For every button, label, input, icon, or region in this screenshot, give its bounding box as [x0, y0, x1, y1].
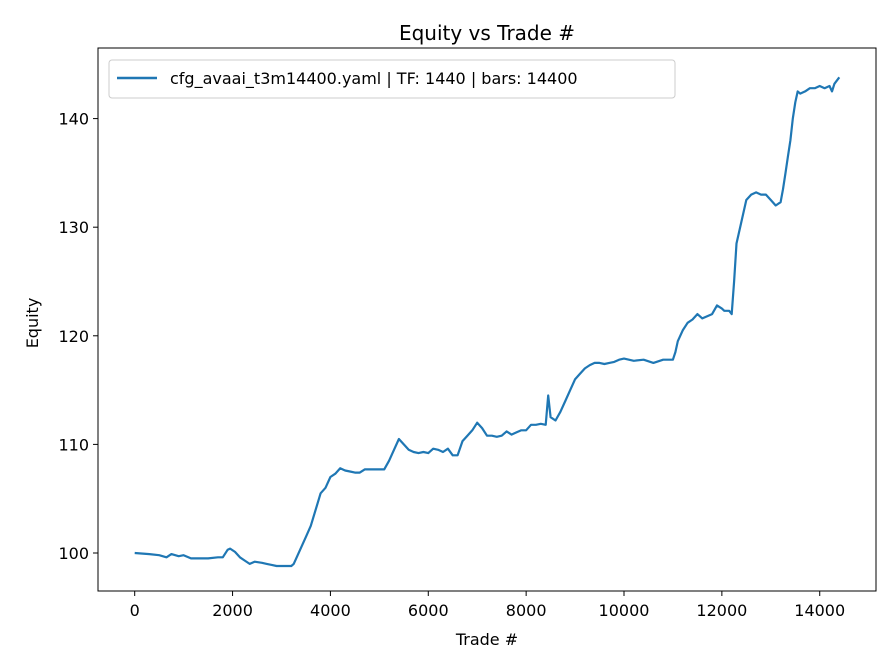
- x-tick-label: 2000: [212, 601, 253, 620]
- y-tick-label: 100: [58, 544, 89, 563]
- x-tick-label: 14000: [794, 601, 845, 620]
- x-tick-label: 10000: [599, 601, 650, 620]
- y-tick-label: 130: [58, 218, 89, 237]
- y-tick-label: 110: [58, 435, 89, 454]
- legend-label: cfg_avaai_t3m14400.yaml | TF: 1440 | bar…: [170, 69, 578, 89]
- plot-area: [97, 47, 877, 592]
- series-line-0: [134, 76, 841, 568]
- x-axis-ticks: 0 2000 4000 6000 8000 10000 12000 14000: [130, 591, 845, 620]
- x-tick-label: 8000: [506, 601, 547, 620]
- y-tick-label: 120: [58, 327, 89, 346]
- y-axis-label: Equity: [23, 298, 42, 349]
- x-axis-label: Trade #: [455, 630, 518, 649]
- x-tick-label: 0: [130, 601, 140, 620]
- x-tick-label: 6000: [408, 601, 449, 620]
- x-tick-label: 4000: [310, 601, 351, 620]
- y-tick-label: 140: [58, 110, 89, 129]
- legend: cfg_avaai_t3m14400.yaml | TF: 1440 | bar…: [108, 59, 676, 99]
- y-axis-ticks: 100 110 120 130 140: [58, 110, 98, 563]
- x-tick-label: 12000: [696, 601, 747, 620]
- legend-box: [108, 59, 676, 99]
- chart-title: Equity vs Trade #: [399, 21, 575, 45]
- axes-frame: [97, 47, 877, 592]
